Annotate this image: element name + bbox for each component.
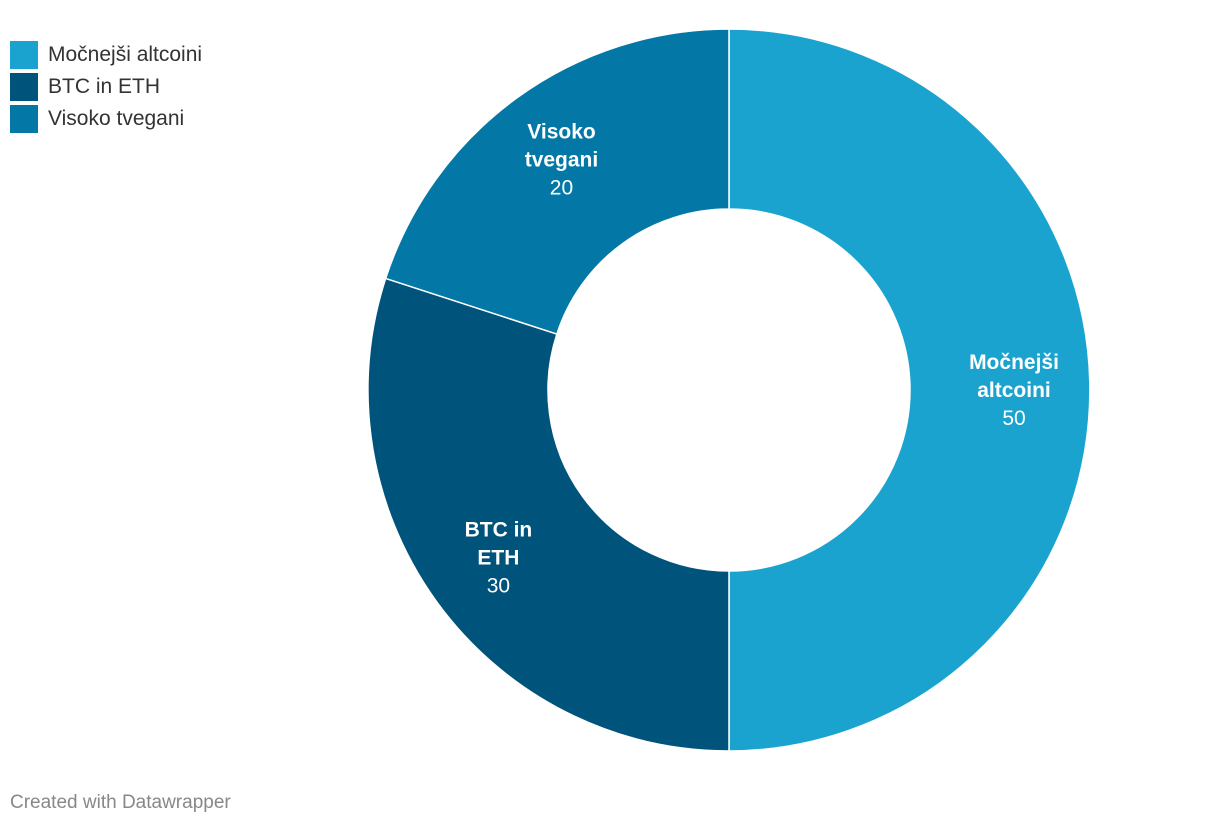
- slice-label-name: Močnejši: [969, 351, 1059, 374]
- credit-text: Created with Datawrapper: [10, 792, 231, 813]
- donut-slice-visoko-tvegani: [384, 28, 730, 336]
- legend-swatch: [10, 105, 38, 133]
- legend-label: Visoko tvegani: [48, 107, 185, 130]
- slice-label-value: 30: [487, 575, 510, 598]
- legend-swatch: [10, 41, 38, 69]
- slice-label-name: ETH: [477, 547, 519, 570]
- legend: Močnejši altcoini BTC in ETH Visoko tveg…: [10, 39, 202, 135]
- legend-item: BTC in ETH: [10, 71, 202, 103]
- donut-slice-btc-in-eth: [367, 277, 730, 752]
- legend-swatch: [10, 73, 38, 101]
- slice-label-value: 20: [550, 176, 573, 199]
- legend-item: Močnejši altcoini: [10, 39, 202, 71]
- legend-item: Visoko tvegani: [10, 103, 202, 135]
- legend-label: Močnejši altcoini: [48, 43, 203, 66]
- slice-label-name: tvegani: [525, 148, 599, 171]
- donut-slice-mocnejsi-altcoini: [728, 28, 1091, 752]
- slice-label-value: 50: [1002, 407, 1025, 430]
- slice-label-name: Visoko: [527, 120, 595, 143]
- legend-label: BTC in ETH: [48, 75, 161, 98]
- slice-label-name: BTC in: [465, 519, 533, 542]
- slice-label-name: altcoini: [977, 379, 1051, 402]
